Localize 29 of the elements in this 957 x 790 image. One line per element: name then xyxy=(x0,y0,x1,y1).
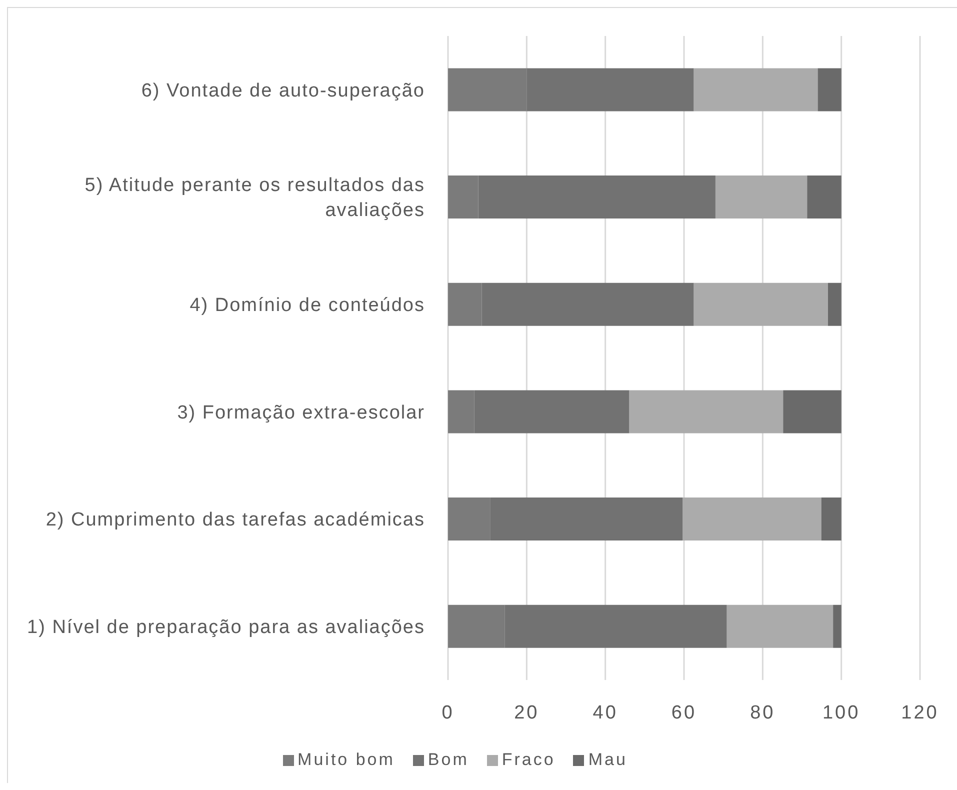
x-tick-label: 0 xyxy=(442,702,454,724)
x-tick-label: 40 xyxy=(592,702,618,724)
x-tick-label: 80 xyxy=(750,702,776,724)
y-tick-label: 3) Formação extra-escolar xyxy=(177,402,425,424)
bar xyxy=(694,282,828,326)
y-tick-label: 4) Domínio de conteúdos xyxy=(190,294,425,316)
bar xyxy=(807,176,842,219)
bar xyxy=(715,176,808,219)
bar xyxy=(783,390,842,434)
bar xyxy=(694,68,818,112)
y-tick-label: 6) Vontade de auto-superação xyxy=(141,80,425,102)
y-tick-label: 1) Nível de preparação para as avaliações xyxy=(27,616,425,638)
bar xyxy=(726,604,834,648)
x-tick-label: 20 xyxy=(514,702,540,724)
bar xyxy=(629,390,784,434)
y-tick-label: 2) Cumprimento das tarefas académicas xyxy=(46,510,425,531)
bar xyxy=(821,498,842,541)
x-tick-label: 120 xyxy=(901,702,939,724)
legend-label: Muito bom xyxy=(298,750,395,769)
bar xyxy=(828,282,842,326)
legend-label: Fraco xyxy=(502,750,556,769)
bar xyxy=(682,498,822,541)
legend-label: Mau xyxy=(588,750,628,769)
x-tick-label: 100 xyxy=(822,702,860,724)
x-tick-label: 60 xyxy=(671,702,697,724)
y-tick-label: 5) Atitude perante os resultados das avaliações xyxy=(84,175,425,222)
bar xyxy=(818,68,842,112)
bar xyxy=(833,604,842,648)
legend-label: Bom xyxy=(428,750,469,769)
